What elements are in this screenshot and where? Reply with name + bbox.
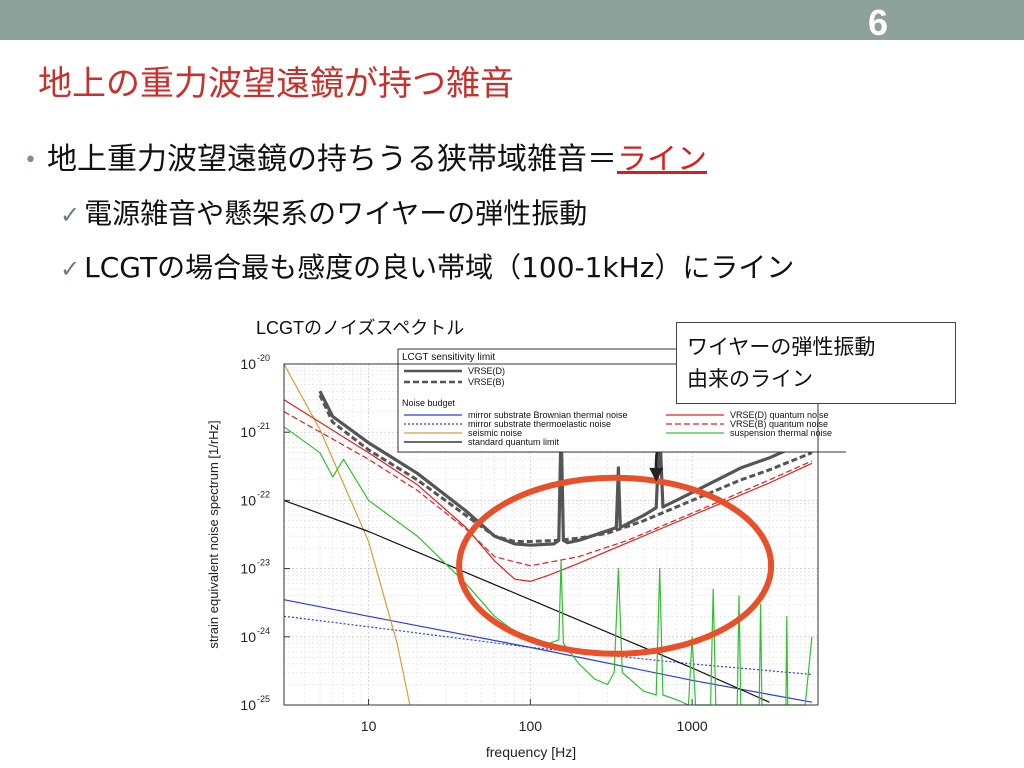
y-tick-label: 10 <box>240 697 256 713</box>
check-icon: ✓ <box>60 201 81 229</box>
highlight-ellipse <box>456 474 775 657</box>
series-line-6 <box>283 399 813 582</box>
top-bar: 6 <box>0 0 1024 43</box>
sub-bullet-1-text: 電源雑音や懸架系のワイヤーの弾性振動 <box>84 197 588 230</box>
y-tick-exponent: -23 <box>257 558 270 568</box>
series-line-5 <box>283 499 770 703</box>
main-bullet: • 地上重力波望遠鏡の持ちうる狭帯域雑音＝ライン <box>24 134 707 178</box>
x-tick-label: 1000 <box>677 718 708 734</box>
y-tick-label: 10 <box>240 561 256 577</box>
callout-line-1: ワイヤーの弾性振動 <box>687 335 876 359</box>
slide-number: 6 <box>867 2 888 43</box>
y-tick-exponent: -24 <box>257 626 270 636</box>
chart-caption: LCGTのノイズスペクトル <box>256 318 465 338</box>
legend-label: VRSE(D) quantum noise <box>730 410 829 420</box>
bullet-text: 地上重力波望遠鏡の持ちうる狭帯域雑音＝ <box>46 142 617 177</box>
legend-label: VRSE(D) <box>468 366 505 376</box>
series-line-8 <box>283 426 813 706</box>
series-line-4 <box>283 363 411 706</box>
y-tick-exponent: -21 <box>257 421 270 431</box>
y-tick-label: 10 <box>240 629 256 645</box>
sub-bullet-1: ✓ 電源雑音や懸架系のワイヤーの弾性振動 <box>60 192 587 232</box>
plot-frame <box>283 363 819 706</box>
legend-group-2-title: Noise budget <box>402 398 456 408</box>
series-line-1 <box>318 394 813 543</box>
y-axis-label: strain equivalent noise spectrum [1/rHz] <box>206 420 221 648</box>
bullet-dot: • <box>24 148 37 173</box>
sub-bullet-2: ✓ LCGTの場合最も感度の良い帯域（100-1kHz）にライン <box>60 246 794 286</box>
callout-box: ワイヤーの弾性振動 由来のライン <box>676 322 956 404</box>
legend-label: VRSE(B) <box>468 377 505 387</box>
series-line-3 <box>283 615 812 676</box>
y-tick-exponent: -20 <box>257 353 270 363</box>
x-tick-label: 100 <box>519 718 543 734</box>
legend-label: suspension thermal noise <box>730 428 832 438</box>
check-icon: ✓ <box>60 255 81 283</box>
series-line-2 <box>283 599 813 703</box>
legend-label: VRSE(B) quantum noise <box>730 419 828 429</box>
series-group <box>283 363 813 706</box>
y-tick-label: 10 <box>240 424 256 440</box>
legend-label: standard quantum limit <box>468 437 560 447</box>
legend-group-1-title: LCGT sensitivity limit <box>402 352 495 363</box>
x-tick-label: 10 <box>361 718 377 734</box>
bullet-accent: ライン <box>616 142 707 177</box>
noise-spectrum-chart: LCGT sensitivity limit Noise budget VRSE(D… <box>206 348 846 760</box>
sub-bullet-2-text: LCGTの場合最も感度の良い帯域（100-1kHz）にライン <box>84 251 795 284</box>
y-tick-label: 10 <box>240 356 256 372</box>
y-tick-exponent: -25 <box>257 694 270 704</box>
slide-title: 地上の重力波望遠鏡が持つ雑音 <box>38 64 514 104</box>
legend-label: seismic noise <box>468 428 522 438</box>
y-tick-exponent: -22 <box>257 489 270 499</box>
series-line-7 <box>283 411 813 567</box>
series-line-0 <box>318 390 813 547</box>
legend-label: mirror substrate Brownian thermal noise <box>468 410 628 420</box>
callout-arrowhead <box>649 467 664 482</box>
callout-line-2: 由来のライン <box>687 367 813 391</box>
x-axis-label: frequency [Hz] <box>486 744 576 760</box>
legend-label: mirror substrate thermoelastic noise <box>468 419 611 429</box>
y-tick-label: 10 <box>240 492 256 508</box>
